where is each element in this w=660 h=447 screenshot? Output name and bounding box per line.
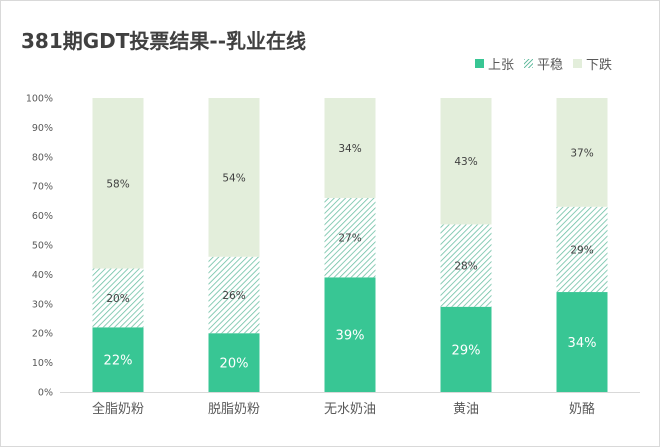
data-label: 29% (452, 343, 481, 358)
bar-segment-flat (440, 224, 492, 307)
legend-item-fall: 下跌 (573, 54, 612, 73)
y-tick-label: 30% (32, 299, 53, 310)
x-tick-label: 全脂奶粉 (92, 401, 144, 417)
data-label: 22% (104, 354, 133, 369)
data-label: 20% (220, 357, 249, 372)
legend-label-flat: 平稳 (537, 58, 564, 73)
bar-segment-flat (208, 256, 260, 334)
legend-item-flat: 平稳 (524, 54, 563, 73)
y-tick-label: 40% (32, 270, 53, 281)
x-tick-label: 脱脂奶粉 (208, 402, 260, 417)
bar-segment-fall (92, 98, 144, 269)
data-label: 26% (222, 290, 245, 302)
bar-segment-rise (92, 327, 144, 392)
bar-segment-fall (324, 98, 376, 198)
x-tick-label: 奶酪 (569, 401, 595, 417)
data-label: 54% (222, 172, 245, 184)
data-label: 20% (106, 293, 129, 305)
x-tick-label: 黄油 (453, 402, 479, 417)
bar-segment-rise (440, 306, 492, 392)
legend-label-rise: 上张 (488, 58, 515, 73)
bar-segment-fall (440, 98, 492, 225)
bar-segment-rise (556, 292, 608, 392)
data-label: 39% (336, 329, 365, 344)
legend-swatch-fall (573, 59, 583, 68)
y-tick-label: 0% (38, 388, 53, 399)
y-tick-label: 100% (26, 94, 53, 105)
data-label: 34% (338, 143, 361, 155)
data-label: 58% (106, 178, 129, 190)
data-label: 34% (568, 336, 597, 351)
y-tick-label: 70% (32, 182, 53, 193)
chart-legend: 上张 平稳 下跌 (475, 54, 612, 73)
data-label: 43% (454, 156, 477, 168)
bar-segment-flat (324, 197, 376, 278)
y-tick-label: 80% (32, 152, 53, 163)
bar-segment-rise (208, 333, 260, 392)
legend-item-rise: 上张 (475, 54, 514, 73)
bar-segment-flat (556, 206, 608, 293)
legend-swatch-flat (524, 59, 534, 68)
data-label: 28% (454, 261, 477, 273)
data-label: 29% (570, 244, 593, 256)
x-tick-label: 无水奶油 (324, 402, 376, 417)
legend-swatch-rise (475, 59, 484, 68)
chart-title: 381期GDT投票结果--乳业在线 (21, 29, 307, 53)
y-tick-label: 60% (32, 211, 53, 222)
data-label: 37% (570, 147, 593, 159)
bar-segment-flat (92, 268, 144, 328)
bar-segment-fall (208, 98, 260, 257)
legend-label-fall: 下跌 (586, 58, 613, 73)
bar-segment-rise (324, 277, 376, 392)
y-tick-label: 10% (32, 358, 53, 369)
y-tick-label: 20% (32, 329, 53, 340)
data-label: 27% (338, 233, 361, 245)
bar-segment-fall (556, 98, 608, 207)
y-tick-label: 90% (32, 123, 53, 134)
y-tick-label: 50% (32, 241, 53, 252)
